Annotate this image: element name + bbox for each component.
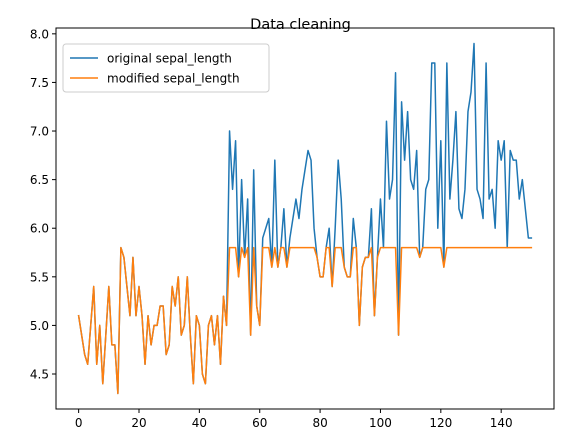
x-tick-label: 60 (252, 416, 267, 430)
x-tick-label: 140 (490, 416, 513, 430)
series-layer (77, 42, 533, 395)
y-axis: 4.5 5.0 5.5 6.0 6.5 7.0 7.5 8.0 (30, 27, 56, 382)
legend-box (62, 43, 270, 93)
y-tick-label: 5.0 (30, 319, 49, 333)
x-tick-label: 0 (75, 416, 83, 430)
y-tick-label: 5.5 (30, 270, 49, 284)
x-tick-label: 100 (369, 416, 392, 430)
y-tick-label: 8.0 (30, 27, 49, 41)
legend-label-modified: modified sepal_length (107, 72, 240, 86)
chart-title: Data cleaning (250, 17, 351, 33)
x-axis: 0 20 40 60 80 100 120 140 (75, 409, 513, 430)
x-tick-label: 80 (312, 416, 327, 430)
x-tick-label: 20 (131, 416, 146, 430)
legend: original sepal_length modified sepal_len… (62, 43, 270, 93)
legend-label-original: original sepal_length (107, 52, 232, 66)
y-tick-label: 7.0 (30, 125, 49, 139)
y-tick-label: 6.5 (30, 173, 49, 187)
series-line-modified (77, 246, 533, 395)
x-tick-label: 40 (192, 416, 207, 430)
y-tick-label: 4.5 (30, 368, 49, 382)
y-tick-label: 6.0 (30, 222, 49, 236)
plot-area-frame (55, 27, 555, 410)
y-tick-label: 7.5 (30, 76, 49, 90)
x-tick-label: 120 (429, 416, 452, 430)
